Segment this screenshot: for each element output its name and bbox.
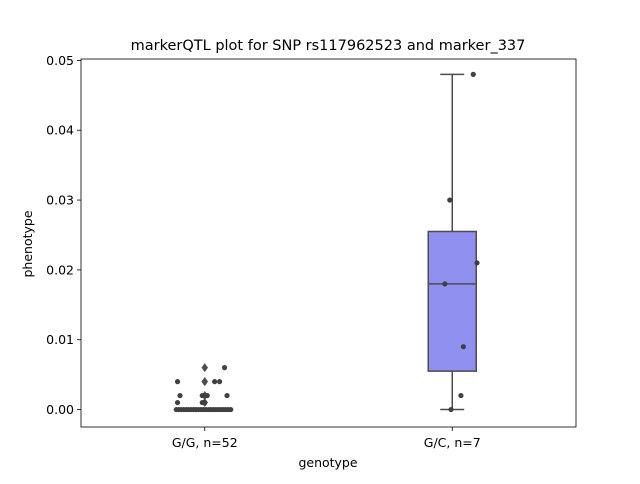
y-tick-label: 0.04 bbox=[46, 123, 74, 138]
y-axis-label: phenotype bbox=[20, 210, 35, 277]
data-point bbox=[470, 71, 476, 77]
data-point bbox=[228, 406, 234, 413]
data-point bbox=[217, 379, 223, 385]
axes-frame bbox=[80, 58, 577, 428]
data-point bbox=[474, 260, 480, 266]
data-point bbox=[174, 399, 181, 406]
box-iqr bbox=[427, 230, 477, 372]
data-point bbox=[224, 392, 230, 399]
data-point bbox=[221, 365, 228, 371]
data-point bbox=[174, 379, 181, 385]
data-point bbox=[177, 392, 183, 399]
data-point bbox=[458, 392, 464, 399]
y-tick-label: 0.00 bbox=[46, 402, 74, 417]
x-tick-label: G/C, n=7 bbox=[424, 435, 481, 450]
outlier-marker bbox=[201, 363, 208, 373]
y-tick-label: 0.02 bbox=[46, 262, 74, 277]
data-point bbox=[442, 281, 448, 287]
plot-area: 0.00 0.01 0.02 0.03 0.04 0.05 G/G, n=52 G/C, n=… bbox=[46, 53, 577, 450]
chart-title: markerQTL plot for SNP rs117962523 and m… bbox=[131, 38, 526, 54]
data-point bbox=[212, 379, 218, 385]
data-point bbox=[204, 392, 210, 399]
y-tick-label: 0.03 bbox=[46, 193, 74, 208]
x-axis-label: genotype bbox=[298, 455, 357, 470]
data-point bbox=[448, 406, 454, 413]
data-point bbox=[202, 399, 208, 406]
y-tick-label: 0.05 bbox=[46, 53, 74, 68]
data-point bbox=[447, 197, 453, 203]
outlier-marker bbox=[201, 377, 208, 387]
y-tick-label: 0.01 bbox=[46, 332, 74, 347]
x-tick-label: G/G, n=52 bbox=[172, 435, 238, 450]
data-point bbox=[460, 344, 466, 350]
data-point bbox=[199, 392, 205, 399]
